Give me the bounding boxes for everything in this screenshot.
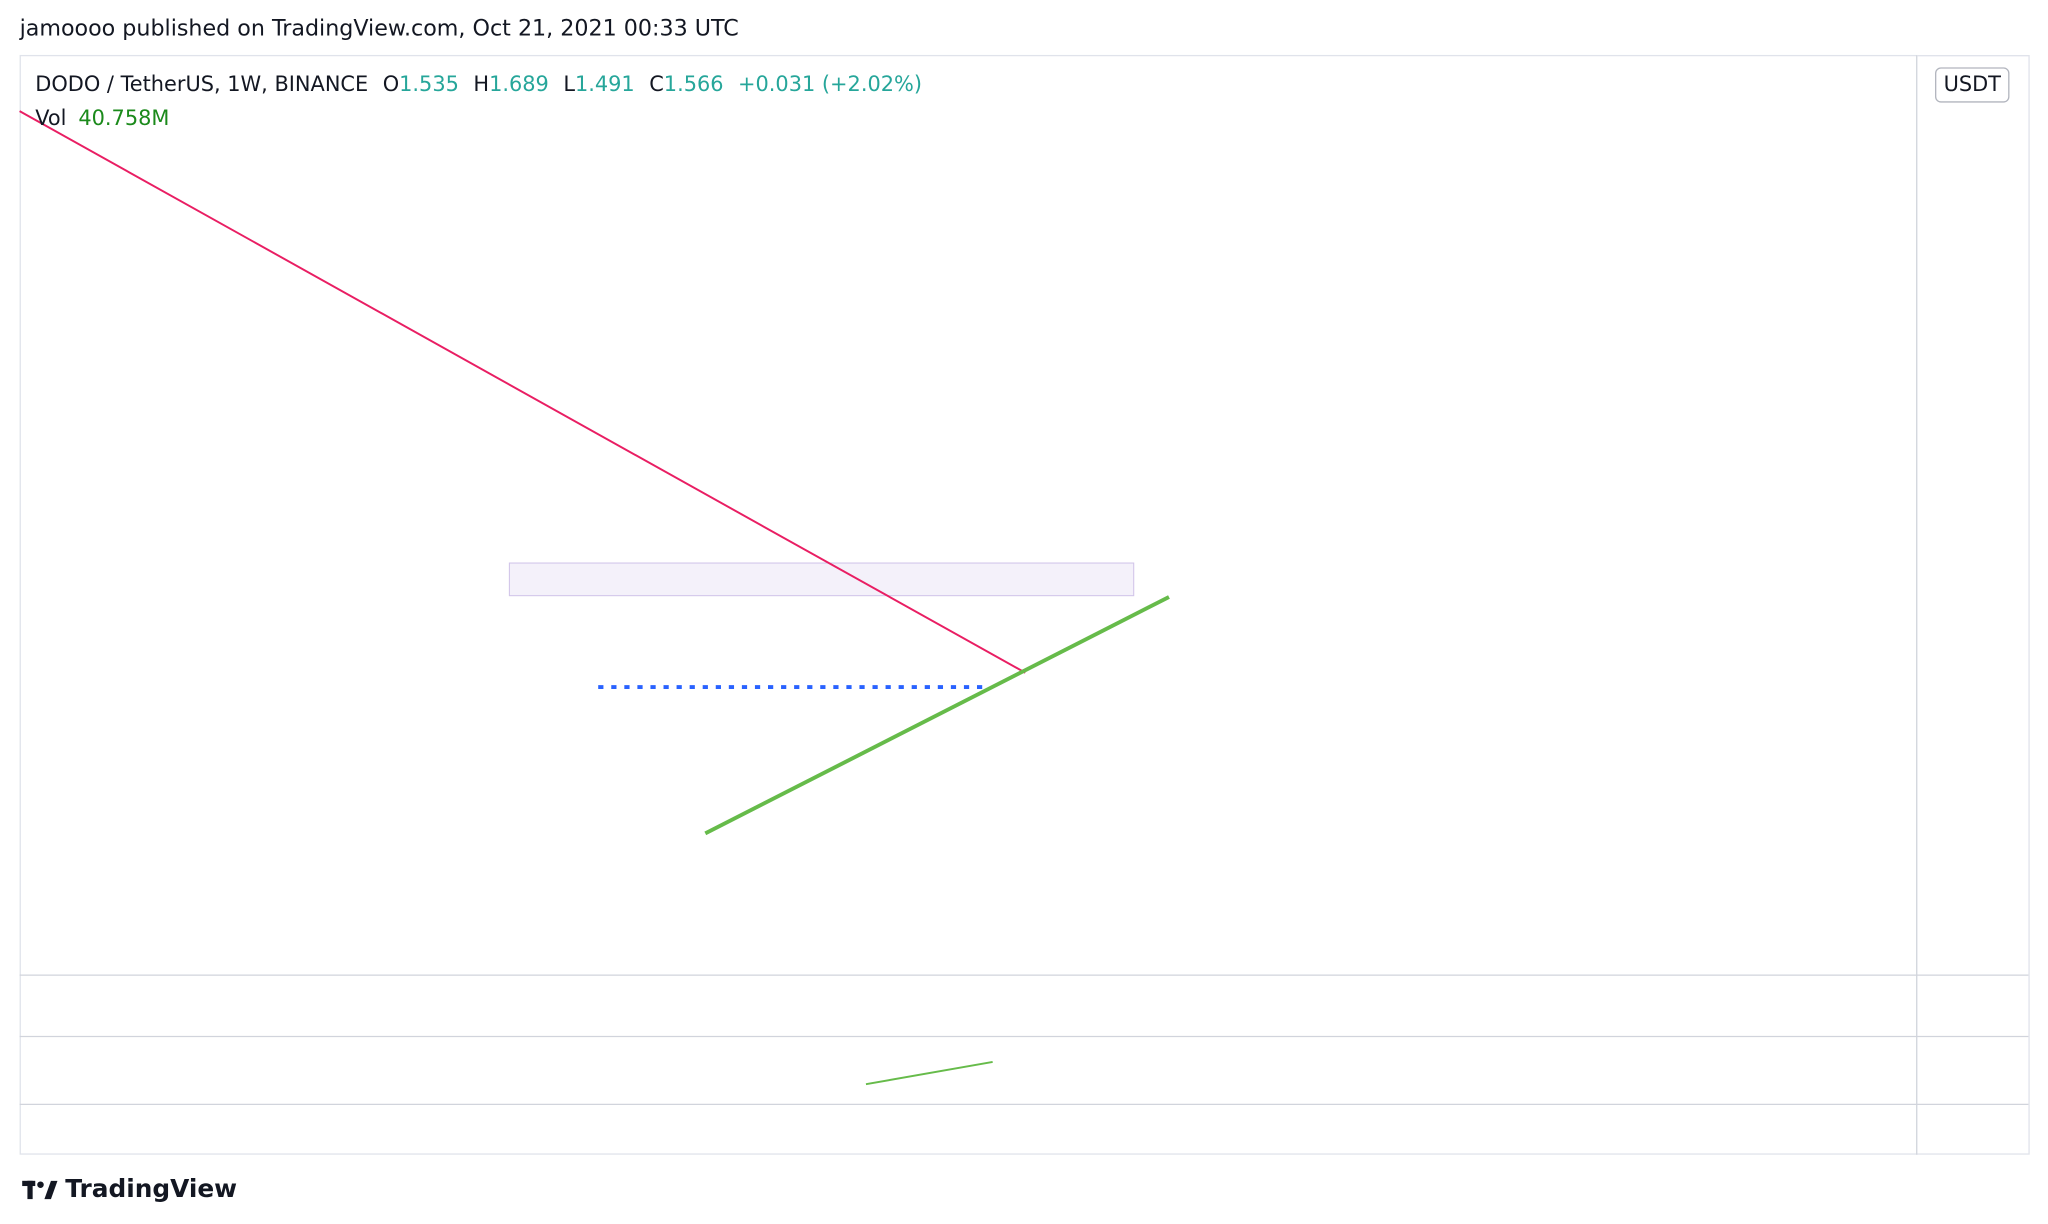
logo-part: [27, 1180, 33, 1200]
ohlc-label: O: [383, 72, 399, 96]
legend-volume: Vol 40.758M: [35, 106, 169, 130]
ohlc-value: 1.689: [489, 72, 549, 96]
publish-header: jamoooo published on TradingView.com, Oc…: [19, 15, 739, 41]
uptrend-line: [704, 595, 1170, 836]
zone-rectangle: [508, 562, 1135, 597]
logo-part: [44, 1180, 58, 1200]
axis-mask: [1917, 0, 2048, 55]
symbol-title: DODO / TetherUS, 1W, BINANCE: [35, 72, 368, 96]
brand-name: TradingView: [65, 1174, 237, 1203]
logo-part: [37, 1181, 44, 1188]
ohlc-value: 1.491: [575, 72, 635, 96]
chart-frame: [19, 54, 2030, 1155]
ohlc-value: 1.535: [399, 72, 459, 96]
currency-label: USDT: [1944, 72, 2002, 96]
volume-name: Vol: [35, 106, 66, 130]
ohlc-label: C: [649, 72, 664, 96]
legend-main: DODO / TetherUS, 1W, BINANCE O1.535 H1.6…: [35, 72, 922, 96]
downtrend-line: [19, 110, 1026, 674]
brand-logo: TradingView: [22, 1174, 237, 1203]
ohlc-value: 1.566: [664, 72, 724, 96]
ohlc-label: H: [473, 72, 489, 96]
change-label: +0.031 (+2.02%): [738, 72, 922, 96]
rsi-trend-line: [865, 1060, 993, 1086]
ohlc-label: L: [563, 72, 575, 96]
currency-box[interactable]: [1935, 67, 2010, 103]
volume-value: 40.758M: [78, 106, 169, 130]
